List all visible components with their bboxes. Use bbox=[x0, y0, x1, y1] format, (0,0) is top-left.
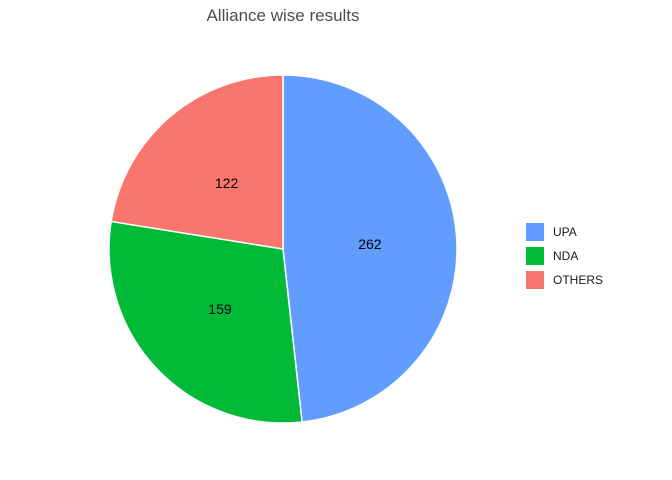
data-label-nda: 159 bbox=[208, 301, 232, 317]
legend-label: OTHERS bbox=[553, 273, 604, 287]
legend-key bbox=[526, 271, 544, 289]
legend-label: NDA bbox=[553, 249, 579, 263]
legend-item-nda: NDA bbox=[526, 244, 603, 268]
chart-title: Alliance wise results bbox=[206, 6, 360, 25]
data-label-upa: 262 bbox=[358, 236, 382, 252]
legend-key bbox=[526, 247, 544, 265]
legend-item-others: OTHERS bbox=[526, 268, 603, 292]
pie-slice-others bbox=[110, 74, 284, 250]
legend-label: UPA bbox=[553, 225, 577, 239]
legend-item-upa: UPA bbox=[526, 220, 603, 244]
data-label-others: 122 bbox=[215, 175, 239, 191]
pie-slice-upa bbox=[282, 74, 458, 423]
legend-key bbox=[526, 223, 544, 241]
pie-slice-nda bbox=[108, 220, 303, 424]
legend: UPA NDA OTHERS bbox=[526, 220, 603, 292]
